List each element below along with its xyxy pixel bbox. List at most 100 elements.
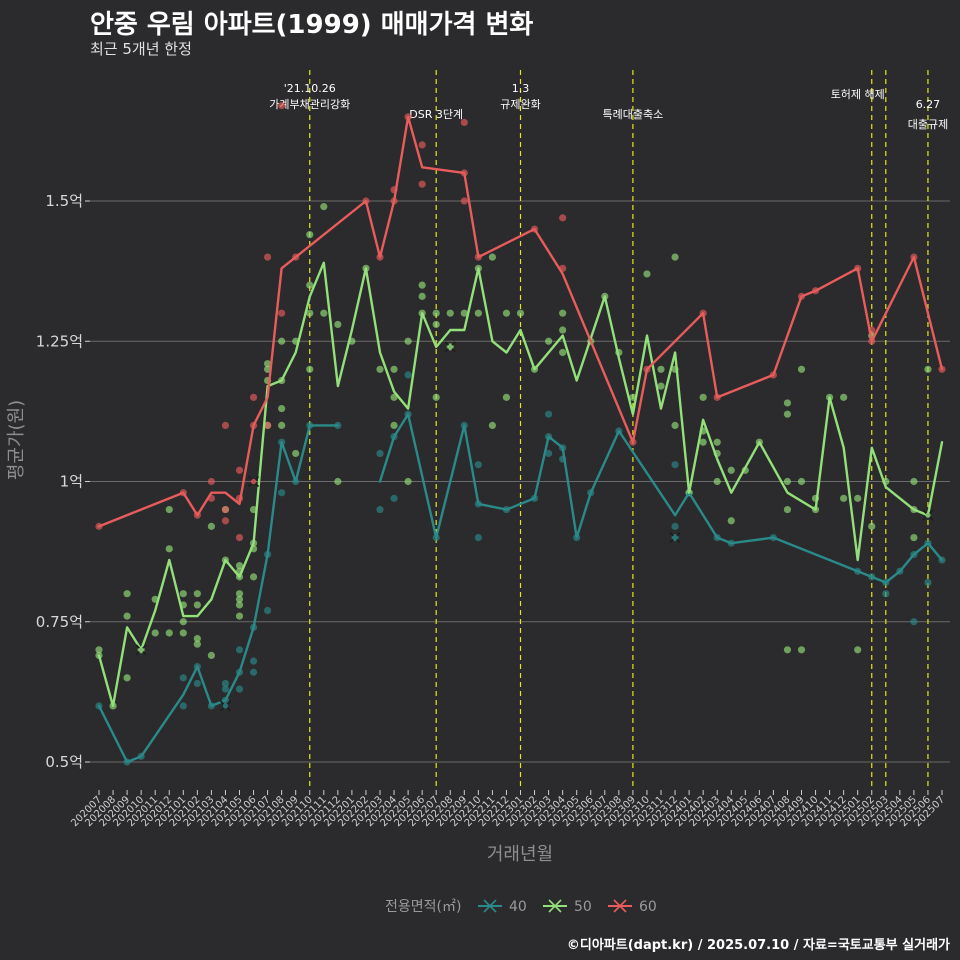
source-caption: ©디아파트(dapt.kr) / 2025.07.10 / 자료=국토교통부 실… [566,938,950,953]
data-point-40 [671,461,679,469]
data-point-40 [376,449,384,458]
legend-x [613,899,627,913]
event-label: 특례대출축소 [603,108,664,121]
legend-title: 전용면적(㎡) [385,899,461,915]
data-point-50 [446,309,454,317]
data-point-50 [292,449,300,458]
data-point-50 [488,253,496,261]
legend-item-50: 50 [543,899,592,915]
data-point-50 [123,612,131,620]
data-point-50 [334,477,342,486]
data-point-50 [123,590,131,598]
data-point-40 [924,578,932,587]
data-point-50 [699,438,707,446]
data-points [95,102,946,766]
data-point-50 [727,466,735,474]
event-label: 대출규제 [908,118,948,131]
data-point-50 [235,612,244,620]
data-point-50 [432,309,440,317]
legend-x [548,899,562,913]
data-point-50 [432,393,440,401]
data-point-60 [264,421,272,429]
series-line-40 [378,413,944,584]
data-point-60 [235,534,244,542]
data-point-50 [376,365,384,373]
data-point-60 [278,309,286,317]
data-point-50 [657,382,665,390]
data-point-40 [278,489,286,497]
data-point-40 [193,679,201,688]
data-point-50 [488,421,496,429]
data-point-40 [474,461,482,469]
cross-center [250,478,257,485]
cross-center [447,344,453,350]
legend-item-60: 60 [608,899,657,915]
cross-center [925,512,931,518]
data-point-50 [418,281,426,289]
data-point-50 [783,477,792,486]
data-point-50 [432,320,440,329]
data-point-50 [165,545,173,553]
cross-center [138,647,144,653]
data-point-50 [320,309,328,317]
cross-marker-50 [444,341,456,353]
data-point-50 [460,309,468,317]
data-point-50 [854,646,862,654]
event-label: '21.10.26 [284,82,336,95]
y-tick-label: 1.5억 [45,192,83,210]
data-point-40 [545,410,553,418]
data-point-60 [278,102,286,110]
data-point-50 [278,404,286,413]
data-point-40 [671,522,679,530]
event-label: 규제완화 [500,98,540,111]
data-point-50 [390,365,398,373]
data-point-40 [249,657,258,665]
data-point-60 [249,393,258,401]
data-point-50 [165,505,173,514]
series-line-50 [97,261,944,708]
data-point-50 [306,309,314,317]
data-point-50 [516,309,525,317]
cross-marker-40 [219,700,232,712]
data-point-50 [924,365,932,373]
data-point-50 [193,634,201,643]
data-point-50 [783,505,792,514]
data-point-50 [502,393,511,401]
data-point-50 [559,326,567,334]
data-point-50 [910,477,918,486]
y-tick-label: 0.5억 [45,753,83,771]
data-point-50 [671,253,679,261]
cross-center [222,703,229,709]
data-point-50 [95,646,103,654]
data-point-50 [840,393,848,401]
data-point-60 [221,421,230,429]
y-tick-label: 1억 [60,473,83,491]
chart-subtitle: 최근 5개년 한정 [90,40,192,58]
data-point-50 [193,601,201,609]
data-point-50 [165,629,173,637]
legend: 전용면적(㎡) 40 50 60 [385,899,657,915]
data-point-50 [797,477,806,486]
y-tick-label: 1.25억 [36,332,83,350]
event-label: 1.3 [512,82,530,95]
legend-label: 50 [574,899,592,915]
data-point-40 [390,494,398,502]
data-point-50 [699,393,707,401]
legend-items: 40 50 60 [478,899,657,915]
data-point-50 [910,534,918,542]
event-label: DSR 3단계 [409,108,463,121]
data-point-40 [404,371,412,379]
y-axis-title: 평균가(원) [6,400,27,480]
data-point-40 [249,668,258,676]
data-point-50 [179,618,187,626]
data-point-50 [559,348,567,357]
data-point-40 [910,618,918,626]
cross-marker-60 [247,475,260,488]
data-point-60 [221,505,230,514]
data-point-50 [193,640,201,648]
data-point-50 [797,365,806,373]
event-label: 가계부채관리강화 [269,98,350,111]
y-axis-ticks: 0.5억 0.75억 1억 1.25억 1.5억 [36,192,90,771]
data-point-60 [207,477,215,486]
